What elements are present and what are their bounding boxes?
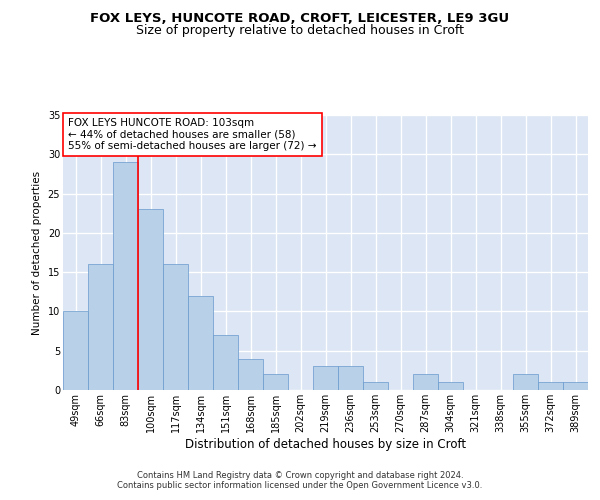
Bar (313, 366, 338, 390)
Y-axis label: Number of detached properties: Number of detached properties (32, 170, 42, 334)
Bar (113, 162, 138, 390)
Bar (363, 382, 388, 390)
Bar (263, 374, 288, 390)
Text: Contains HM Land Registry data © Crown copyright and database right 2024.
Contai: Contains HM Land Registry data © Crown c… (118, 470, 482, 490)
Bar (538, 382, 563, 390)
Text: FOX LEYS HUNCOTE ROAD: 103sqm
← 44% of detached houses are smaller (58)
55% of s: FOX LEYS HUNCOTE ROAD: 103sqm ← 44% of d… (68, 118, 317, 151)
Bar (138, 210, 163, 390)
Bar (188, 296, 213, 390)
Bar (438, 382, 463, 390)
X-axis label: Distribution of detached houses by size in Croft: Distribution of detached houses by size … (185, 438, 466, 450)
Bar (513, 374, 538, 390)
Bar (238, 358, 263, 390)
Text: FOX LEYS, HUNCOTE ROAD, CROFT, LEICESTER, LE9 3GU: FOX LEYS, HUNCOTE ROAD, CROFT, LEICESTER… (91, 12, 509, 26)
Bar (338, 366, 363, 390)
Bar (163, 264, 188, 390)
Bar (213, 335, 238, 390)
Bar (563, 382, 588, 390)
Text: Size of property relative to detached houses in Croft: Size of property relative to detached ho… (136, 24, 464, 37)
Bar (413, 374, 438, 390)
Bar (63, 312, 88, 390)
Bar (88, 264, 113, 390)
